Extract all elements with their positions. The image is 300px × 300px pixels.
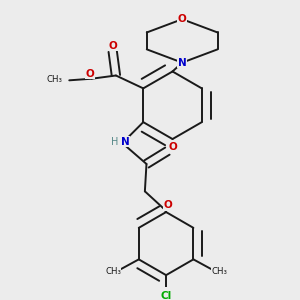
Text: O: O [169,142,178,152]
Text: CH₃: CH₃ [46,74,62,83]
Text: CH₃: CH₃ [211,267,227,276]
Text: H: H [111,137,118,147]
Text: N: N [178,58,187,68]
Text: Cl: Cl [160,291,172,300]
Text: O: O [86,69,94,79]
Text: O: O [108,40,117,51]
Text: O: O [164,200,172,210]
Text: N: N [121,137,129,147]
Text: CH₃: CH₃ [105,267,121,276]
Text: O: O [178,14,187,24]
